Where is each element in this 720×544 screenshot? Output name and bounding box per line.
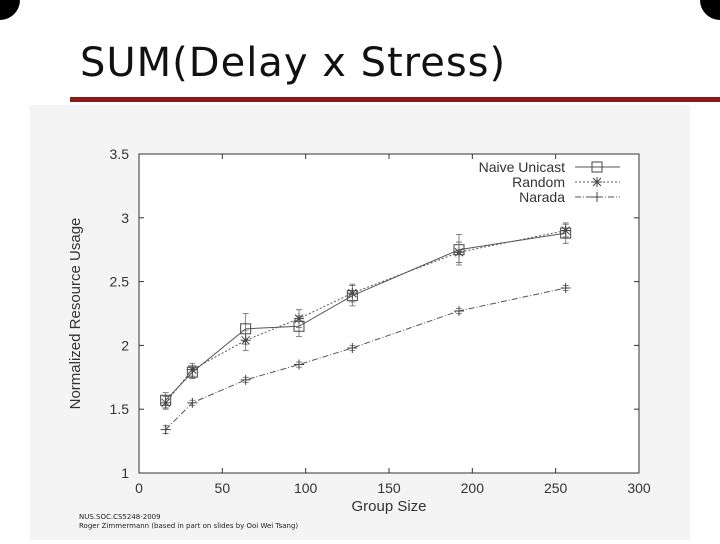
corner-decoration-left (0, 0, 20, 20)
y-tick-label: 3.5 (110, 146, 130, 162)
x-tick-label: 300 (627, 480, 651, 496)
legend-marker-narada (592, 192, 602, 202)
corner-decoration-right (700, 0, 720, 20)
y-tick-label: 1 (121, 465, 129, 481)
legend-label-narada: Narada (519, 189, 565, 205)
x-tick-label: 150 (377, 480, 401, 496)
slide-title: SUM(Delay x Stress) (80, 40, 507, 86)
point-narada (560, 282, 571, 293)
x-tick-label: 0 (135, 480, 143, 496)
point-random (160, 397, 171, 408)
point-narada (240, 374, 251, 385)
legend-label-naive-unicast: Naive Unicast (479, 159, 565, 175)
footer-credit: Roger Zimmermann (based in part on slide… (79, 522, 299, 530)
y-tick-label: 2.5 (110, 274, 130, 290)
point-random (347, 288, 358, 299)
footer-course-code: NUS.SOC.CS5248-2009 (79, 513, 161, 521)
x-tick-label: 250 (544, 480, 568, 496)
legend-marker-naive-unicast (591, 161, 603, 173)
point-random (294, 313, 304, 324)
point-narada (160, 424, 171, 435)
y-tick-label: 3 (121, 210, 129, 226)
x-tick-label: 100 (294, 480, 318, 496)
chart-svg: 0 50 100 150 200 250 300 1 1.5 2 2.5 3 3.5 Group Size… (67, 146, 651, 515)
point-random (454, 247, 464, 258)
point-narada (347, 342, 358, 353)
y-axis-label: Normalized Resource Usage (67, 218, 84, 410)
x-tick-label: 200 (461, 480, 485, 496)
point-narada (294, 359, 304, 370)
slide-footer: NUS.SOC.CS5248-2009 Roger Zimmermann (ba… (79, 513, 298, 531)
x-axis-label: Group Size (351, 498, 426, 515)
y-tick-label: 1.5 (110, 401, 130, 417)
point-narada (187, 397, 198, 408)
x-tick-label: 50 (215, 480, 231, 496)
point-random (187, 364, 198, 375)
legend-marker-random (592, 177, 602, 187)
point-narada (454, 305, 464, 316)
title-divider (70, 97, 720, 102)
point-random (240, 335, 251, 346)
chart-figure: 0 50 100 150 200 250 300 1 1.5 2 2.5 3 3.5 Group Size… (30, 105, 690, 540)
legend-label-random: Random (512, 174, 565, 190)
y-tick-label: 2 (121, 337, 129, 353)
point-random (560, 225, 571, 236)
plot-frame (138, 153, 640, 474)
